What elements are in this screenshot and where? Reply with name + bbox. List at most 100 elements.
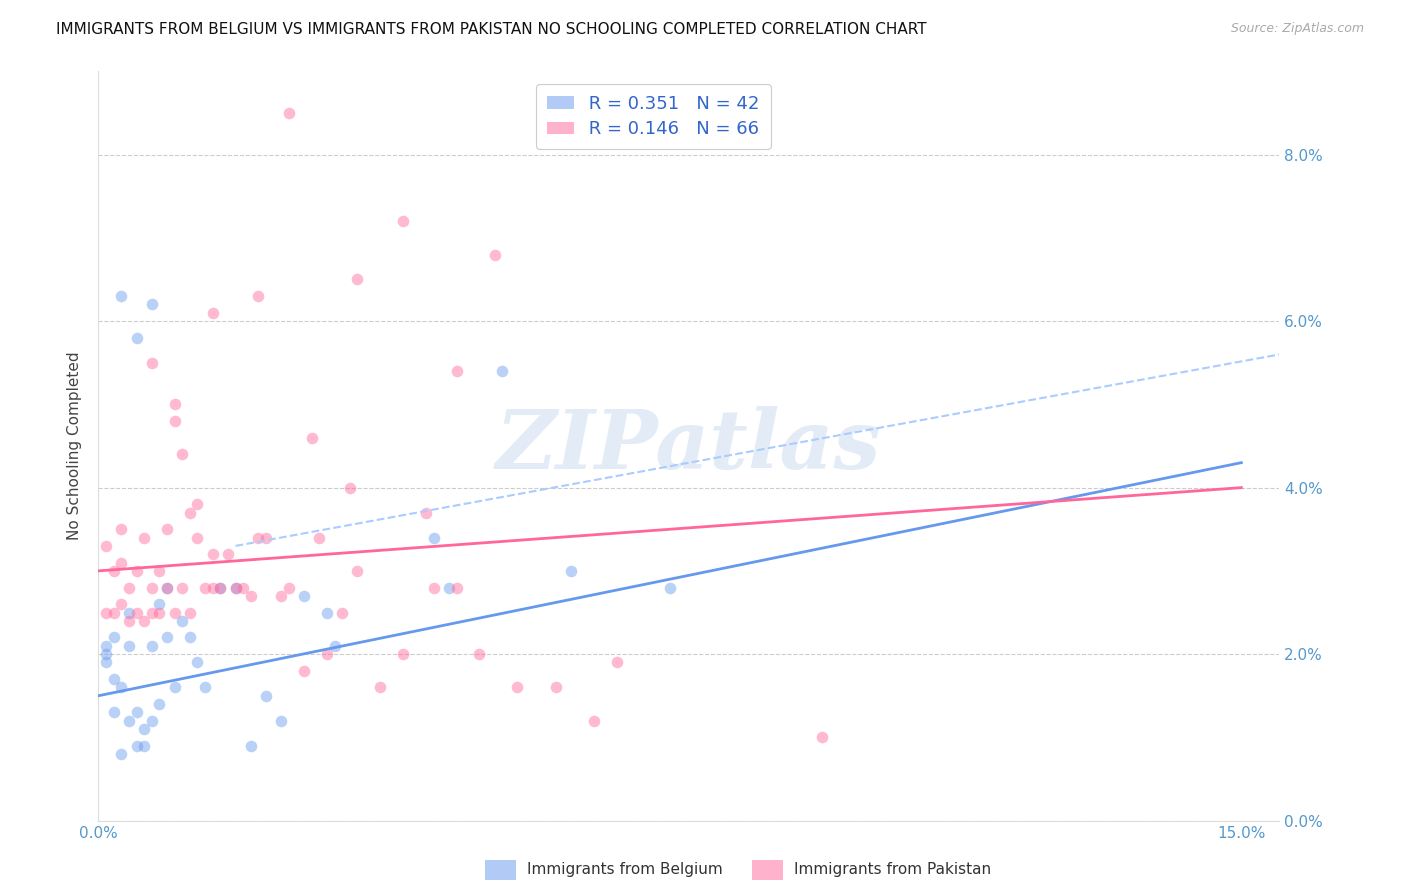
Point	[141, 639, 163, 653]
Point	[606, 656, 628, 670]
Point	[225, 581, 247, 595]
Point	[125, 564, 148, 578]
Point	[201, 581, 224, 595]
Point	[277, 106, 299, 120]
Point	[134, 722, 156, 736]
Point	[179, 606, 201, 620]
Point	[94, 539, 117, 553]
Point	[194, 581, 217, 595]
Point	[247, 289, 270, 303]
Point	[94, 647, 117, 661]
Point	[415, 506, 437, 520]
Text: Immigrants from Pakistan: Immigrants from Pakistan	[794, 863, 991, 877]
Point	[437, 581, 460, 595]
Point	[277, 581, 299, 595]
Point	[148, 564, 170, 578]
Point	[323, 639, 346, 653]
Point	[134, 531, 156, 545]
Point	[392, 214, 415, 228]
Point	[232, 581, 254, 595]
Text: Immigrants from Belgium: Immigrants from Belgium	[527, 863, 723, 877]
Point	[392, 647, 415, 661]
Point	[110, 556, 132, 570]
Point	[301, 431, 323, 445]
Point	[422, 581, 444, 595]
Point	[247, 531, 270, 545]
Point	[172, 614, 194, 628]
Point	[125, 331, 148, 345]
Point	[292, 664, 315, 678]
Point	[172, 447, 194, 461]
Point	[141, 714, 163, 728]
Point	[156, 631, 179, 645]
Point	[468, 647, 491, 661]
Point	[172, 581, 194, 595]
Bar	[485, 860, 516, 880]
Point	[544, 681, 567, 695]
Point	[118, 581, 141, 595]
Point	[209, 581, 232, 595]
Point	[658, 581, 681, 595]
Point	[163, 606, 186, 620]
Point	[446, 364, 468, 378]
Point	[209, 581, 232, 595]
Point	[370, 681, 392, 695]
Point	[292, 589, 315, 603]
Bar	[752, 860, 783, 880]
Point	[156, 581, 179, 595]
Point	[125, 606, 148, 620]
Point	[316, 647, 339, 661]
Point	[156, 581, 179, 595]
Point	[110, 681, 132, 695]
Point	[148, 597, 170, 611]
Point	[125, 706, 148, 720]
Point	[134, 614, 156, 628]
Point	[254, 531, 277, 545]
Point	[186, 656, 208, 670]
Point	[446, 581, 468, 595]
Point	[94, 639, 117, 653]
Point	[582, 714, 605, 728]
Point	[141, 356, 163, 370]
Text: ZIPatlas: ZIPatlas	[496, 406, 882, 486]
Point	[103, 564, 125, 578]
Point	[270, 589, 292, 603]
Point	[163, 414, 186, 428]
Point	[201, 547, 224, 561]
Point	[110, 747, 132, 761]
Point	[179, 631, 201, 645]
Point	[103, 706, 125, 720]
Point	[141, 297, 163, 311]
Point	[811, 731, 834, 745]
Point	[186, 531, 208, 545]
Point	[94, 606, 117, 620]
Point	[110, 522, 132, 536]
Point	[179, 506, 201, 520]
Point	[118, 606, 141, 620]
Point	[308, 531, 330, 545]
Point	[141, 581, 163, 595]
Point	[110, 597, 132, 611]
Point	[186, 497, 208, 511]
Point	[254, 689, 277, 703]
Point	[201, 306, 224, 320]
Point	[217, 547, 239, 561]
Point	[330, 606, 353, 620]
Point	[239, 589, 262, 603]
Text: Source: ZipAtlas.com: Source: ZipAtlas.com	[1230, 22, 1364, 36]
Point	[316, 606, 339, 620]
Y-axis label: No Schooling Completed: No Schooling Completed	[67, 351, 83, 541]
Point	[110, 289, 132, 303]
Point	[94, 656, 117, 670]
Point	[484, 247, 506, 261]
Point	[491, 364, 513, 378]
Point	[125, 739, 148, 753]
Point	[346, 272, 368, 286]
Point	[270, 714, 292, 728]
Point	[422, 531, 444, 545]
Point	[103, 606, 125, 620]
Point	[163, 681, 186, 695]
Point	[346, 564, 368, 578]
Point	[225, 581, 247, 595]
Point	[506, 681, 529, 695]
